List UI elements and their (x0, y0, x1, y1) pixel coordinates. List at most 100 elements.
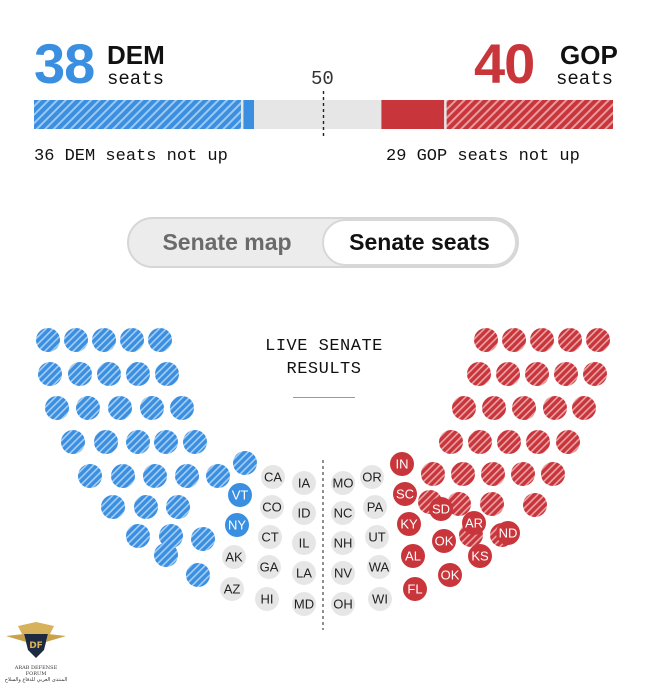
gop-seat-not-up (583, 362, 607, 386)
dem-seat-not-up (126, 362, 150, 386)
gop-seat-not-up (586, 328, 610, 352)
uncalled-seat: IL (292, 531, 316, 555)
seat-circle (292, 592, 316, 616)
seat-circle (367, 555, 391, 579)
gop-seat-not-up (496, 362, 520, 386)
seat-state-label: GA (260, 560, 279, 575)
seat-state-label: IN (396, 457, 409, 472)
seat-circle (368, 587, 392, 611)
seat-state-label: WA (369, 560, 390, 575)
seat-circle (126, 524, 150, 548)
seat-circle (120, 328, 144, 352)
seat-circle (439, 430, 463, 454)
seat-circle (108, 396, 132, 420)
seat-circle (292, 531, 316, 555)
seat-circle (480, 492, 504, 516)
gop-seat-not-up (558, 328, 582, 352)
seat-circle (61, 430, 85, 454)
seat-state-label: AR (465, 516, 483, 531)
seat-state-label: VT (232, 488, 249, 503)
dem-seat-won: VT (228, 483, 252, 507)
seat-circle (586, 328, 610, 352)
seat-circle (451, 462, 475, 486)
seat-circle (447, 492, 471, 516)
seat-state-label: CT (261, 530, 278, 545)
dem-seat-not-up (94, 430, 118, 454)
senate-map-tab[interactable]: Senate map (162, 229, 292, 255)
uncalled-seat: WA (367, 555, 391, 579)
dem-seat-not-up (126, 430, 150, 454)
seat-circle (438, 563, 462, 587)
dem-seat-not-up (126, 524, 150, 548)
senate-hemicycle: VT NY IN SC SD KY AR ND AL OK KS OK FL CA IA MO OR CO ID NC… (36, 328, 610, 630)
gop-seat-not-up (452, 396, 476, 420)
gop-seat-not-up (467, 362, 491, 386)
seat-circle (170, 396, 194, 420)
seat-circle (260, 495, 284, 519)
seat-state-label: FL (407, 582, 422, 597)
gop-seat-not-up (556, 430, 580, 454)
seat-circle (556, 430, 580, 454)
seat-circle (64, 328, 88, 352)
gop-seat-won: OK (438, 563, 462, 587)
uncalled-seat: CT (258, 525, 282, 549)
dem-seat-not-up (76, 396, 100, 420)
dem-seat-not-up (38, 362, 62, 386)
seat-circle (222, 545, 246, 569)
watermark-text-ar: المنتدى العربي للدفاع والسلاح (4, 677, 68, 683)
seat-circle (331, 531, 355, 555)
seat-state-label: MD (294, 597, 314, 612)
uncalled-seat: OH (331, 592, 355, 616)
seat-circle (401, 544, 425, 568)
seat-circle (45, 396, 69, 420)
seat-circle (468, 430, 492, 454)
seat-circle (525, 362, 549, 386)
uncalled-seat: HI (255, 587, 279, 611)
seat-circle (183, 430, 207, 454)
dem-seat-not-up (101, 495, 125, 519)
gop-seat-won: SC (393, 482, 417, 506)
seat-circle (558, 328, 582, 352)
seat-state-label: NY (228, 518, 246, 533)
gop-seat-won: ND (496, 521, 520, 545)
senate-seats-tab[interactable]: Senate seats (322, 219, 517, 266)
gop-seat-won: IN (390, 452, 414, 476)
seat-circle (363, 495, 387, 519)
gop-seat-not-up (525, 362, 549, 386)
seat-state-label: OK (435, 534, 454, 549)
gop-seat-won: SD (429, 497, 453, 521)
dem-seat-not-up (120, 328, 144, 352)
gop-seat-won: OK (432, 529, 456, 553)
gop-seat-not-up (497, 430, 521, 454)
dem-seat-not-up (97, 362, 121, 386)
seat-state-label: CA (264, 470, 282, 485)
seat-state-label: CO (262, 500, 282, 515)
dem-seat-not-up (159, 524, 183, 548)
seat-state-label: OH (333, 597, 353, 612)
seat-circle (452, 396, 476, 420)
seat-circle (76, 396, 100, 420)
dem-seat-count: 38 (34, 32, 95, 95)
dem-seat-not-up (206, 464, 230, 488)
seat-state-label: OK (441, 568, 460, 583)
seat-circle (134, 495, 158, 519)
gop-seat-won: AR (462, 511, 486, 535)
seat-circle (467, 362, 491, 386)
shield-icon: DF (6, 622, 66, 658)
seat-circle (255, 587, 279, 611)
seat-circle (261, 465, 285, 489)
seat-circle (154, 430, 178, 454)
dem-seat-not-up (64, 328, 88, 352)
dem-seat-not-up (175, 464, 199, 488)
seat-state-label: OR (362, 470, 382, 485)
seat-circle (97, 362, 121, 386)
seat-circle (233, 451, 257, 475)
seat-circle (331, 561, 355, 585)
uncalled-seat: WI (368, 587, 392, 611)
seat-state-label: NH (334, 536, 353, 551)
seat-circle (292, 501, 316, 525)
gop-seat-not-up (572, 396, 596, 420)
watermark-text-en: ARAB DEFENSE FORUM (14, 665, 58, 677)
dem-seat-not-up (233, 451, 257, 475)
seat-circle (523, 493, 547, 517)
